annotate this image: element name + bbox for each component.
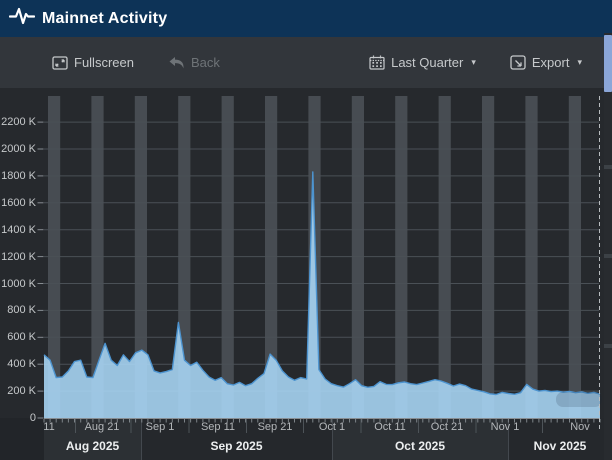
- fullscreen-label: Fullscreen: [74, 55, 134, 70]
- watermark: [556, 392, 602, 407]
- x-axis-label: Nov 1: [490, 421, 520, 433]
- month-cell: [508, 418, 612, 460]
- scrollbar-mark: [604, 344, 612, 348]
- month-axis-label: Oct 2025: [394, 439, 446, 453]
- export-icon: [510, 55, 526, 70]
- vertical-scrollbar[interactable]: [604, 33, 612, 460]
- month-axis-label: Aug 2025: [65, 439, 120, 453]
- back-label: Back: [190, 55, 220, 70]
- y-axis-label: 1000 K: [1, 277, 36, 290]
- x-axis-label: Oct 1: [318, 421, 346, 433]
- x-axis-label: Oct 21: [430, 421, 464, 433]
- x-axis-label: Sep 1: [145, 421, 175, 433]
- y-axis-label: 2000 K: [1, 143, 36, 155]
- y-axis-label: 600 K: [7, 331, 36, 344]
- y-axis-label: 1400 K: [1, 223, 36, 236]
- export-label: Export: [531, 55, 570, 70]
- x-axis-label: Aug 21: [84, 421, 120, 433]
- x-axis-label: 11: [43, 421, 55, 433]
- chevron-down-icon: ▾: [577, 57, 582, 67]
- header: Mainnet Activity: [0, 0, 612, 37]
- y-axis-label: 1600 K: [1, 196, 36, 209]
- area-series-fill[interactable]: [44, 171, 600, 418]
- month-cell: [141, 418, 332, 460]
- page-title: Mainnet Activity: [42, 9, 168, 27]
- scrollbar-mark: [604, 165, 612, 169]
- y-axis-label: 1200 K: [1, 250, 36, 263]
- area-series-line: [43, 171, 601, 396]
- calendar-icon: [369, 55, 385, 70]
- fullscreen-icon: [52, 55, 68, 70]
- x-axis-label: Sep 21: [257, 421, 293, 433]
- y-axis-label: 1800 K: [1, 169, 36, 182]
- y-axis-label: 800 K: [7, 304, 36, 317]
- scrollbar-mark: [604, 254, 612, 258]
- y-axis-label: 200 K: [7, 385, 36, 398]
- date-range-label: Last Quarter: [391, 55, 464, 70]
- activity-pulse-icon: [8, 5, 36, 32]
- x-axis-label: Sep 11: [200, 421, 236, 433]
- y-axis-label: 400 K: [7, 358, 36, 371]
- scrollbar-thumb[interactable]: [604, 35, 612, 92]
- month-axis-label: Nov 2025: [533, 439, 587, 453]
- month-cell: [44, 418, 141, 460]
- y-axis-label: 0: [29, 412, 36, 424]
- x-axis-label: Nov: [570, 421, 590, 433]
- date-range-dropdown[interactable]: Last Quarter ▾: [365, 53, 480, 72]
- back-icon: [168, 56, 185, 70]
- back-button[interactable]: Back: [164, 53, 224, 72]
- export-dropdown[interactable]: Export ▾: [506, 53, 586, 72]
- chevron-down-icon: ▾: [471, 57, 476, 67]
- y-axis-label: 2200 K: [1, 116, 36, 129]
- month-axis-label: Sep 2025: [210, 439, 263, 453]
- fullscreen-button[interactable]: Fullscreen: [48, 53, 138, 72]
- toolbar: Fullscreen Back: [0, 37, 612, 88]
- x-axis-label: Oct 11: [374, 421, 406, 433]
